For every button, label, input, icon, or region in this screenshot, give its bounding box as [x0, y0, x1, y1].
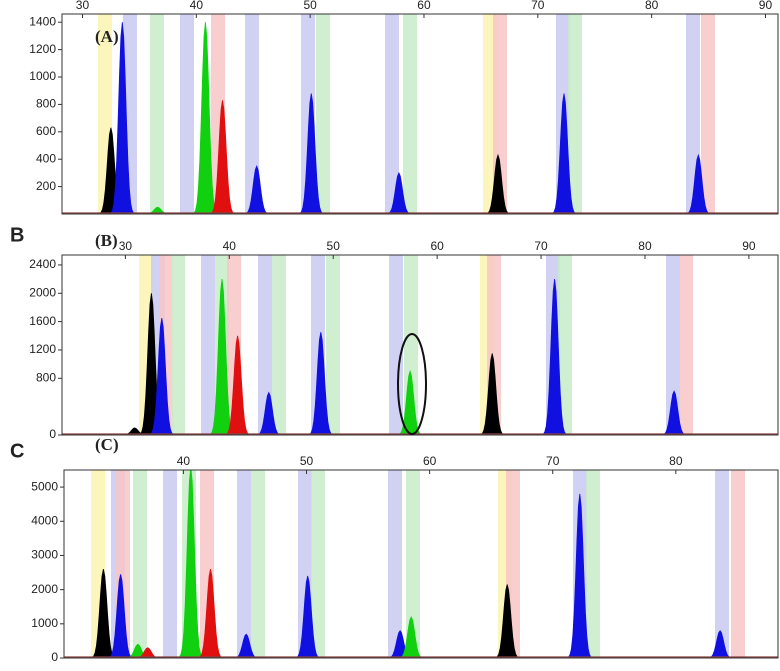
bin-band — [171, 255, 185, 435]
y-tick-label: 1600 — [29, 314, 56, 328]
x-tick-label: 60 — [430, 239, 444, 253]
bin-band — [679, 255, 693, 435]
y-tick-label: 800 — [36, 97, 56, 111]
peak — [487, 584, 527, 658]
y-tick-label: 2000 — [29, 285, 56, 299]
x-tick-label: 60 — [423, 454, 437, 468]
y-tick-label: 1400 — [29, 14, 56, 28]
peak — [118, 643, 158, 658]
bin-band — [406, 470, 420, 658]
y-tick-label: 1200 — [29, 42, 56, 56]
bin-band — [150, 14, 164, 214]
y-tick-label: 2000 — [31, 582, 58, 596]
bin-band — [731, 470, 745, 658]
x-tick-label: 80 — [645, 0, 659, 12]
plot-area — [62, 255, 778, 435]
x-tick-label: 40 — [190, 0, 204, 12]
x-tick-label: 30 — [119, 239, 133, 253]
plot-frame — [63, 469, 779, 659]
peak — [226, 633, 266, 658]
x-tick-label: 40 — [223, 239, 237, 253]
y-tick-label: 0 — [49, 427, 56, 441]
x-tick-label: 30 — [76, 0, 90, 12]
plot-area — [62, 14, 778, 214]
x-tick-label: 50 — [300, 454, 314, 468]
highlight-ellipse — [397, 333, 427, 435]
bin-band — [245, 14, 259, 214]
bin-band — [201, 255, 215, 435]
x-tick-label: 50 — [327, 239, 341, 253]
x-tick-label: 70 — [546, 454, 560, 468]
y-tick-label: 600 — [36, 124, 56, 138]
bin-band — [715, 470, 729, 658]
bin-band — [388, 470, 402, 658]
peak — [380, 629, 420, 658]
peak — [128, 647, 168, 658]
x-tick-label: 70 — [534, 239, 548, 253]
bin-band — [568, 14, 582, 214]
bin-band — [586, 470, 600, 658]
plot-frame — [61, 13, 779, 215]
plot-area — [64, 470, 778, 658]
bin-band — [389, 255, 403, 435]
bin-band — [272, 255, 286, 435]
bin-band — [311, 470, 325, 658]
peak — [237, 164, 277, 214]
y-tick-label: 400 — [36, 151, 56, 165]
bin-band — [237, 470, 251, 658]
y-tick-label: 1000 — [31, 616, 58, 630]
y-tick-label: 1200 — [29, 342, 56, 356]
bin-band — [133, 470, 147, 658]
peak — [138, 206, 178, 214]
peak — [700, 629, 740, 658]
y-tick-label: 4000 — [31, 513, 58, 527]
y-tick-label: 800 — [36, 370, 56, 384]
bin-band — [403, 14, 417, 214]
peak — [472, 353, 512, 435]
bin-band — [558, 255, 572, 435]
y-tick-label: 1000 — [29, 69, 56, 83]
bin-band — [163, 470, 177, 658]
bin-band — [316, 14, 330, 214]
y-tick-label: 0 — [51, 650, 58, 664]
panel-letter: B — [10, 224, 24, 246]
bin-band — [180, 14, 194, 214]
y-tick-label: 5000 — [31, 479, 58, 493]
panel-label: (B) — [95, 231, 118, 250]
plot-frame — [61, 254, 779, 436]
bin-band — [385, 14, 399, 214]
y-tick-label: 3000 — [31, 548, 58, 562]
y-tick-label: 200 — [36, 179, 56, 193]
x-tick-label: 50 — [303, 0, 317, 12]
panel-letter: C — [10, 440, 24, 462]
bin-band — [701, 14, 715, 214]
bin-band — [666, 255, 680, 435]
x-tick-label: 90 — [742, 239, 756, 253]
peak — [115, 427, 155, 435]
x-tick-label: 80 — [669, 454, 683, 468]
bin-band — [251, 470, 265, 658]
x-tick-label: 70 — [531, 0, 545, 12]
bin-band — [326, 255, 340, 435]
bin-band — [258, 255, 272, 435]
x-tick-label: 40 — [177, 454, 191, 468]
x-tick-label: 80 — [638, 239, 652, 253]
panel-label: (A) — [95, 27, 119, 46]
x-tick-label: 60 — [417, 0, 431, 12]
y-tick-label: 2400 — [29, 257, 56, 271]
panel-label: (C) — [95, 435, 119, 454]
x-tick-label: 90 — [759, 0, 773, 12]
